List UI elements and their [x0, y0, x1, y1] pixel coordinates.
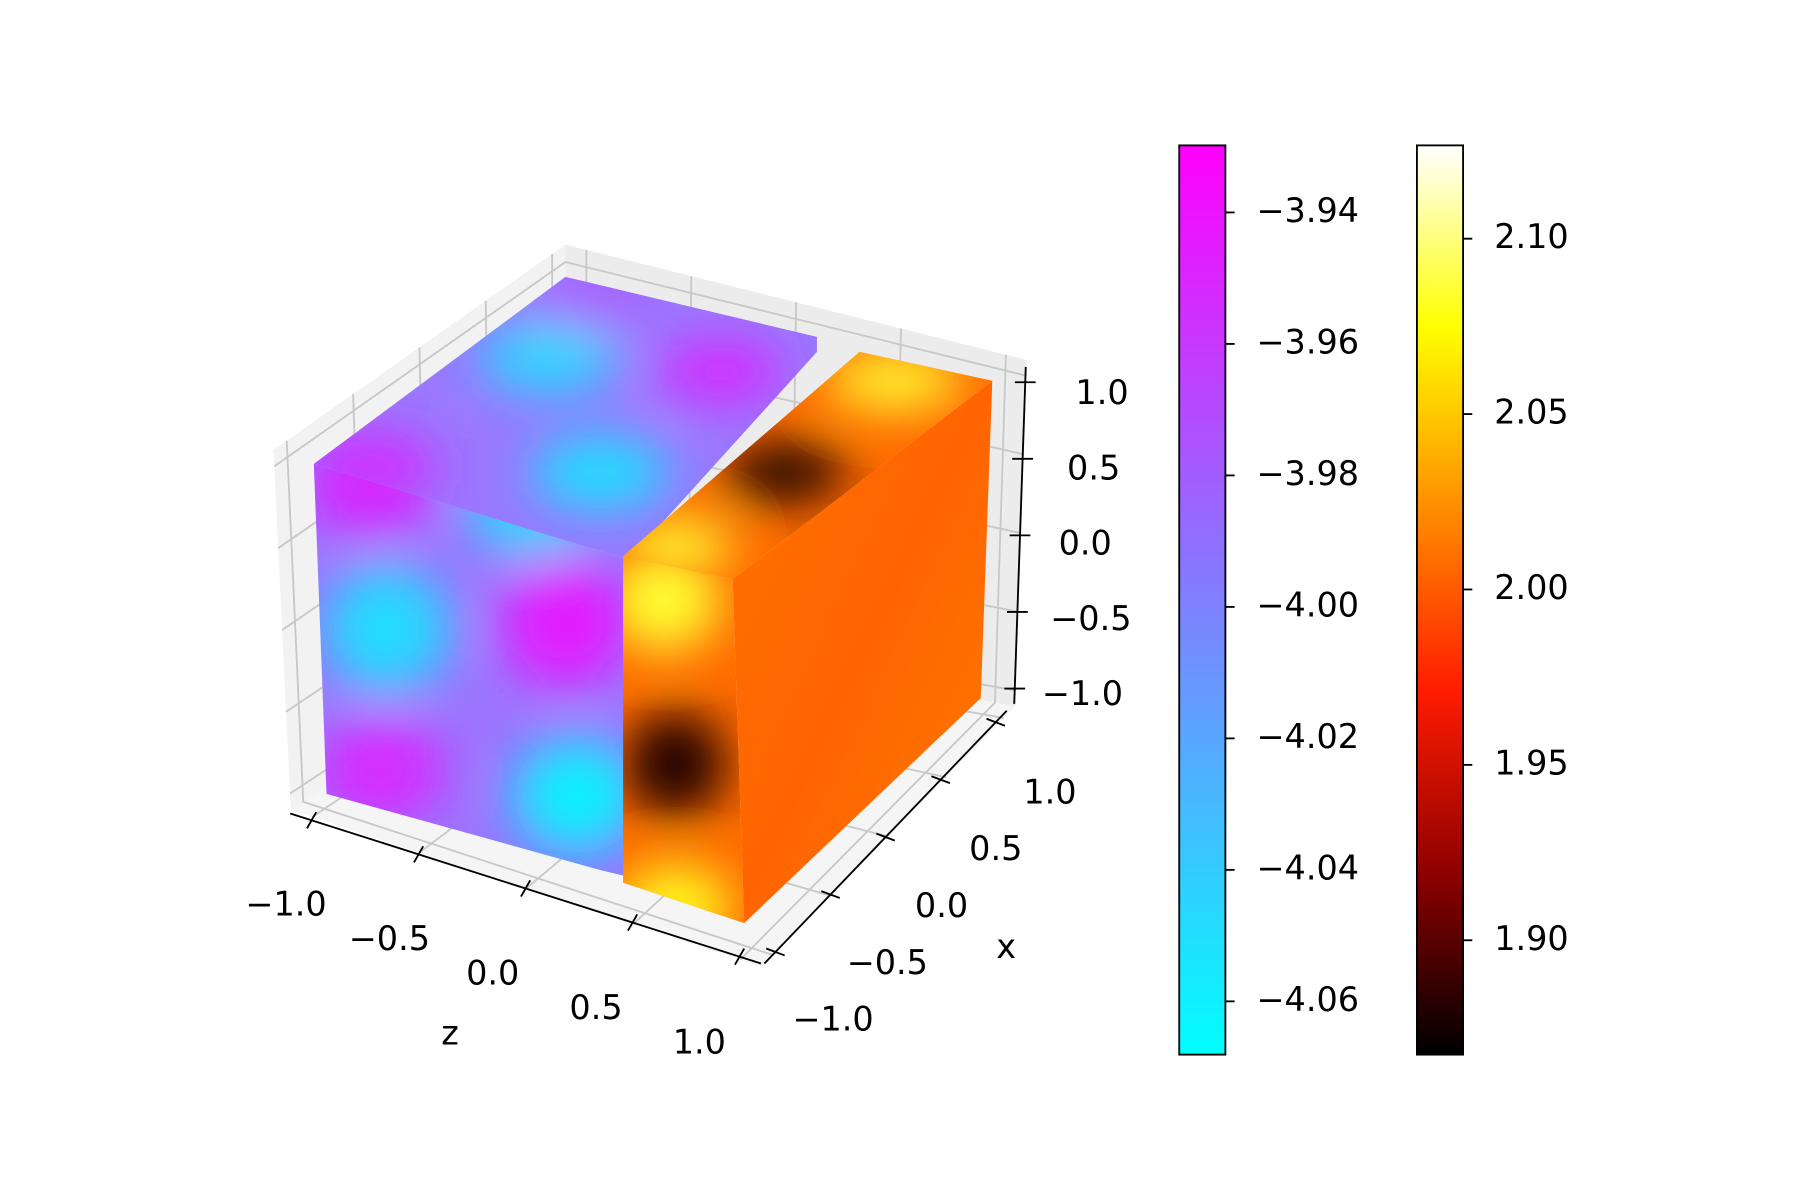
tick-label: −1.0: [1042, 674, 1123, 713]
colorbar-tick-label: 1.90: [1494, 919, 1569, 958]
tick-mark: [734, 948, 745, 966]
colorbar-tick-label: −4.02: [1257, 717, 1360, 756]
tick-mark: [627, 914, 638, 932]
tick-label: 0.5: [969, 829, 1022, 868]
colorbar-tick-label: −3.98: [1257, 454, 1360, 493]
axes: −1.0−0.50.00.51.0z −1.0−0.50.00.51.0x−1.0…: [245, 366, 1131, 1062]
tick-mark: [306, 811, 318, 829]
tick-label: 1.0: [1075, 373, 1128, 412]
tick-label: −0.5: [349, 919, 430, 958]
tick-mark: [765, 947, 785, 957]
tick-label: −1.0: [245, 884, 326, 923]
hot-right-face: [732, 380, 993, 924]
tick-mark: [413, 845, 425, 863]
colorbar: [1415, 144, 1464, 1056]
colorbar-tick-label: 2.00: [1494, 568, 1569, 607]
tick-mark: [820, 890, 841, 899]
cool-top-pattern: [313, 279, 785, 510]
tick-label: 0.0: [1059, 524, 1112, 563]
grid-line: [739, 354, 1007, 961]
colorbar: [1178, 144, 1227, 1056]
colorbar-tick-label: 2.10: [1494, 217, 1569, 256]
colorbar-tick-label: −3.94: [1257, 191, 1360, 230]
tick-label: 0.5: [1067, 448, 1120, 487]
hot-front-pattern: [623, 556, 733, 924]
tick-mark: [986, 717, 1006, 727]
tick-label: 0.5: [569, 988, 622, 1027]
tick-label: 0.0: [466, 954, 519, 993]
colorbar-tick-label: −3.96: [1257, 322, 1360, 361]
tick-mark: [876, 832, 896, 842]
axis-label: x: [996, 927, 1016, 966]
tick-label: −0.5: [847, 943, 928, 982]
tick-label: 0.0: [915, 886, 968, 925]
colorbar-tick-label: −4.00: [1257, 585, 1360, 624]
colorbar-tick-label: −4.06: [1257, 980, 1360, 1019]
tick-label: −0.5: [1050, 599, 1131, 638]
tick-label: 1.0: [673, 1023, 726, 1062]
colorbars: −4.06 −4.04 −4.02 −4.00 −3.98 −3.96 −3.94 1.90 1…: [1178, 144, 1569, 1056]
grid-line: [285, 440, 774, 956]
colorbar-tick-label: −4.04: [1257, 848, 1360, 887]
tick-label: −1.0: [792, 1000, 873, 1039]
colorbar-tick-label: 2.05: [1494, 393, 1569, 432]
colorbar-tick-label: 1.95: [1494, 743, 1569, 782]
grid-line: [273, 261, 1027, 468]
tick-label: 1.0: [1023, 772, 1076, 811]
tick-mark: [520, 879, 531, 897]
volume-render: [313, 276, 993, 924]
axis-label: z: [441, 1014, 459, 1053]
tick-mark: [931, 775, 951, 785]
